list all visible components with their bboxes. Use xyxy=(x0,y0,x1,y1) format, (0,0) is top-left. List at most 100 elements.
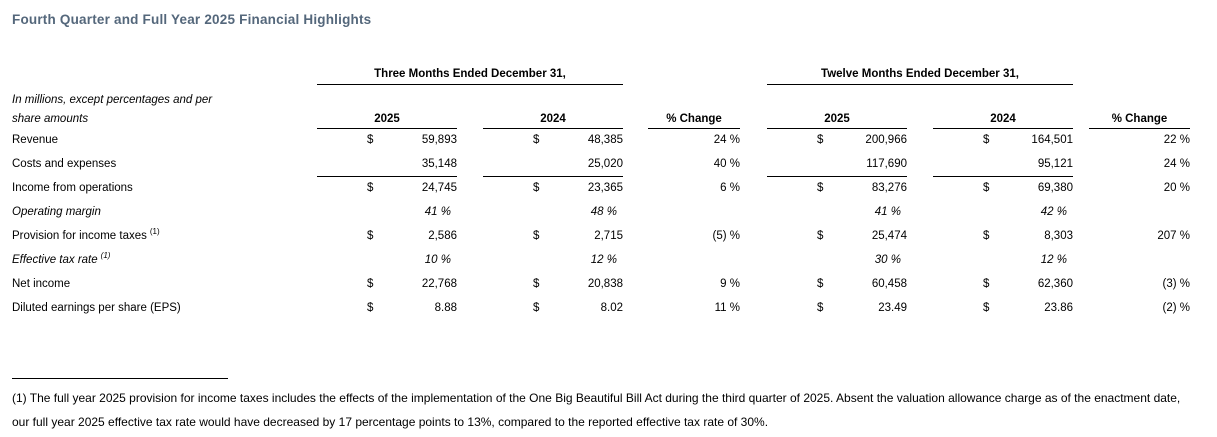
cell-y-pct-change xyxy=(1089,248,1190,272)
col-header-y-2024: 2024 xyxy=(933,106,1073,129)
dollar-sign: $ xyxy=(817,278,824,290)
cell-y2024: 42 % xyxy=(1040,206,1067,218)
col-header-y-2025: 2025 xyxy=(767,106,907,129)
footnote-divider xyxy=(12,378,228,379)
dollar-sign: $ xyxy=(817,302,824,314)
dollar-sign: $ xyxy=(533,278,540,290)
cell-y2024: $23.86 xyxy=(983,302,1073,314)
dollar-sign: $ xyxy=(817,230,824,242)
group-header-three-months: Three Months Ended December 31, xyxy=(317,58,623,85)
cell-y-pct-change: (2) % xyxy=(1162,302,1190,314)
cell-y2025: $25,474 xyxy=(817,230,907,242)
page-title: Fourth Quarter and Full Year 2025 Financ… xyxy=(12,12,372,27)
dollar-sign: $ xyxy=(983,302,990,314)
cell-q-pct-change: 11 % xyxy=(714,302,740,314)
cell-q-pct-change xyxy=(648,200,740,224)
footnote-ref: (1) xyxy=(149,227,160,237)
cell-q-pct-change: (5) % xyxy=(712,230,740,242)
units-caption-row: In millions, except percentages and per xyxy=(12,84,1190,106)
cell-q2025: $22,768 xyxy=(367,278,457,290)
group-header-row: Three Months Ended December 31, Twelve M… xyxy=(12,58,1190,85)
cell-y2025: $60,458 xyxy=(817,278,907,290)
column-header-row: share amounts 2025 2024 % Change 2025 20… xyxy=(12,106,1190,129)
cell-y2025: 41 % xyxy=(874,206,901,218)
cell-y-pct-change: (3) % xyxy=(1162,278,1190,290)
table-row-effective-tax-rate: Effective tax rate (1) 10 % 12 % 30 % 12 … xyxy=(12,248,1190,272)
row-label: Provision for income taxes (1) xyxy=(12,227,160,242)
row-label: Income from operations xyxy=(12,182,133,194)
cell-y-pct-change: 20 % xyxy=(1163,182,1190,194)
cell-q-pct-change xyxy=(648,248,740,272)
group-header-twelve-months: Twelve Months Ended December 31, xyxy=(767,58,1073,85)
cell-q2025: $24,745 xyxy=(367,182,457,195)
dollar-sign: $ xyxy=(983,230,990,242)
cell-q2024: $48,385 xyxy=(533,134,623,147)
cell-y2025: $200,966 xyxy=(817,134,907,147)
row-label: Net income xyxy=(12,278,71,290)
row-label: Diluted earnings per share (EPS) xyxy=(12,302,181,314)
col-header-q-2025: 2025 xyxy=(317,106,457,129)
table-row-revenue: Revenue $59,893 $48,385 24 % $200,966 $1… xyxy=(12,128,1190,152)
dollar-sign: $ xyxy=(533,302,540,314)
cell-q-pct-change: 24 % xyxy=(713,134,740,147)
row-label: Operating margin xyxy=(12,206,101,218)
col-header-q-pct-change: % Change xyxy=(648,106,740,129)
dollar-sign: $ xyxy=(367,302,374,314)
table-row-diluted-eps: Diluted earnings per share (EPS) $8.88 $… xyxy=(12,296,1190,320)
cell-q2025: $59,893 xyxy=(367,134,457,147)
cell-q2025: $2,586 xyxy=(367,230,457,242)
table-row-costs-and-expenses: Costs and expenses 35,148 25,020 40 % 11… xyxy=(12,152,1190,177)
dollar-sign: $ xyxy=(367,230,374,242)
cell-q2024: $20,838 xyxy=(533,278,623,290)
dollar-sign: $ xyxy=(817,182,824,195)
cell-q2024: $2,715 xyxy=(533,230,623,242)
table-row-income-from-operations: Income from operations $24,745 $23,365 6… xyxy=(12,176,1190,200)
cell-y-pct-change: 207 % xyxy=(1157,230,1190,242)
dollar-sign: $ xyxy=(367,278,374,290)
cell-y-pct-change: 24 % xyxy=(1163,158,1190,170)
financial-table: Three Months Ended December 31, Twelve M… xyxy=(12,58,1190,320)
cell-y2024: $62,360 xyxy=(983,278,1073,290)
units-caption-line1: In millions, except percentages and per xyxy=(12,94,213,106)
cell-y2025: 30 % xyxy=(874,254,901,266)
row-label: Costs and expenses xyxy=(12,158,117,170)
units-caption-line2: share amounts xyxy=(12,113,89,125)
dollar-sign: $ xyxy=(367,134,374,147)
cell-q-pct-change: 40 % xyxy=(713,158,740,170)
dollar-sign: $ xyxy=(533,134,540,147)
dollar-sign: $ xyxy=(983,134,990,147)
cell-y2025: $83,276 xyxy=(817,182,907,195)
cell-q2025: 35,148 xyxy=(317,152,457,177)
cell-q2025: 10 % xyxy=(424,254,451,266)
dollar-sign: $ xyxy=(533,182,540,195)
table-row-provision-for-income-taxes: Provision for income taxes (1) $2,586 $2,… xyxy=(12,224,1190,248)
cell-q2024: 25,020 xyxy=(483,152,623,177)
col-header-q-2024: 2024 xyxy=(483,106,623,129)
cell-y2024: 12 % xyxy=(1040,254,1067,266)
cell-q2024: $8.02 xyxy=(533,302,623,314)
cell-y2024: 95,121 xyxy=(933,152,1073,177)
cell-q2025: 41 % xyxy=(424,206,451,218)
cell-q2025: $8.88 xyxy=(367,302,457,314)
dollar-sign: $ xyxy=(533,230,540,242)
cell-q2024: $23,365 xyxy=(533,182,623,195)
footnote-ref: (1) xyxy=(100,251,111,261)
cell-q2024: 48 % xyxy=(590,206,617,218)
table-row-operating-margin: Operating margin 41 % 48 % 41 % 42 % xyxy=(12,200,1190,224)
cell-q-pct-change: 9 % xyxy=(720,278,740,290)
cell-y2024: $8,303 xyxy=(983,230,1073,242)
cell-y-pct-change xyxy=(1089,200,1190,224)
cell-q2024: 12 % xyxy=(590,254,617,266)
cell-y2024: $164,501 xyxy=(983,134,1073,147)
row-label: Effective tax rate (1) xyxy=(12,251,111,266)
cell-y2025: 117,690 xyxy=(767,152,907,177)
row-label: Revenue xyxy=(12,134,59,146)
cell-y2025: $23.49 xyxy=(817,302,907,314)
cell-y2024: $69,380 xyxy=(983,182,1073,195)
cell-q-pct-change: 6 % xyxy=(720,182,740,194)
table-row-net-income: Net income $22,768 $20,838 9 % $60,458 $… xyxy=(12,272,1190,296)
col-header-y-pct-change: % Change xyxy=(1089,106,1190,129)
footnote-text: (1) The full year 2025 provision for inc… xyxy=(12,391,1181,429)
cell-y-pct-change: 22 % xyxy=(1163,134,1190,147)
